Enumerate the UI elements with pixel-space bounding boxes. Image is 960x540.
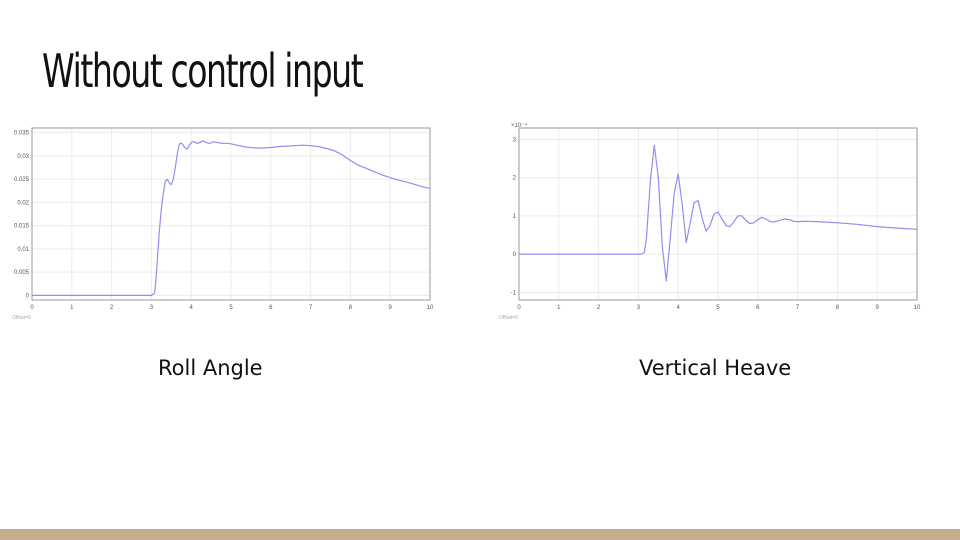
- heave-x-tick-label: 8: [836, 305, 840, 311]
- heave-x-tick-label: 10: [914, 305, 921, 311]
- roll-x-tick-label: 9: [389, 305, 393, 311]
- roll-x-tick-label: 8: [349, 305, 353, 311]
- roll-y-tick-label: 0.03: [17, 154, 29, 160]
- heave-x-tick-label: 4: [677, 305, 681, 311]
- roll-y-tick-label: 0.035: [14, 131, 30, 137]
- heave-x-tick-label: 9: [876, 305, 880, 311]
- roll-angle-chart: 0 1 2 3 4 5 6 7 8 9 10 0 0.005 0.01 0.015 0.02 0.025 0.03…: [8, 120, 438, 335]
- heave-scale-exponent: ×10⁻⁴: [511, 122, 527, 129]
- roll-x-tick-label: 3: [150, 305, 154, 311]
- vertical-heave-plot: 0 1 2 3 4 5 6 7 8 9 10 -1 0 1 2 3 ×10⁻⁴ Offset=0: [499, 122, 921, 321]
- roll-y-tick-label: 0.025: [14, 177, 30, 183]
- heave-x-tick-label: 2: [597, 305, 601, 311]
- heave-x-tick-label: 0: [517, 305, 521, 311]
- roll-y-tick-label: 0: [26, 293, 30, 299]
- vertical-heave-chart: 0 1 2 3 4 5 6 7 8 9 10 -1 0 1 2 3 ×10⁻⁴ Offset=0: [495, 120, 925, 335]
- heave-y-tick-label: 2: [513, 176, 517, 182]
- roll-offset-label: Offset=0: [12, 315, 31, 321]
- slide-title: Without control input: [42, 44, 364, 98]
- roll-y-tick-label: 0.02: [17, 200, 29, 206]
- roll-x-tick-label: 2: [110, 305, 114, 311]
- roll-x-tick-label: 1: [70, 305, 74, 311]
- roll-x-tick-label: 10: [427, 305, 434, 311]
- heave-x-tick-label: 5: [716, 305, 720, 311]
- roll-axes-box: [31, 127, 431, 301]
- heave-y-tick-label: 0: [513, 252, 517, 258]
- roll-x-tick-label: 6: [269, 305, 273, 311]
- roll-series-line: [32, 140, 431, 296]
- heave-x-tick-label: 1: [557, 305, 561, 311]
- heave-y-tick-label: 1: [513, 214, 517, 220]
- roll-y-tick-label: 0.015: [14, 224, 30, 230]
- roll-x-tick-label: 0: [30, 305, 34, 311]
- heave-y-tick-label: -1: [511, 290, 517, 296]
- roll-x-tick-label: 5: [229, 305, 233, 311]
- heave-series-line: [519, 144, 918, 282]
- roll-x-tick-label: 4: [190, 305, 194, 311]
- roll-y-tick-label: 0.01: [17, 247, 29, 253]
- heave-x-tick-label: 6: [756, 305, 760, 311]
- vertical-heave-caption: Vertical Heave: [639, 356, 792, 380]
- roll-angle-plot: 0 1 2 3 4 5 6 7 8 9 10 0 0.005 0.01 0.015 0.02 0.025 0.03…: [12, 127, 434, 321]
- roll-x-tick-label: 7: [309, 305, 313, 311]
- heave-x-tick-label: 3: [637, 305, 641, 311]
- bottom-accent-bar: [0, 529, 960, 540]
- heave-x-tick-label: 7: [796, 305, 800, 311]
- roll-y-tick-label: 0.005: [14, 270, 30, 276]
- roll-angle-caption: Roll Angle: [158, 356, 263, 380]
- heave-axes-box: [518, 127, 918, 301]
- heave-y-tick-label: 3: [513, 137, 517, 143]
- heave-offset-label: Offset=0: [499, 315, 518, 321]
